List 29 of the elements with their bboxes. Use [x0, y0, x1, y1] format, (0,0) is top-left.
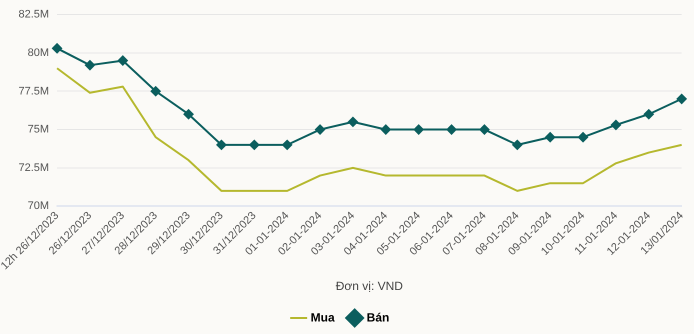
- point: [150, 86, 161, 96]
- point: [578, 132, 588, 142]
- point: [446, 124, 457, 135]
- y-tick-label: 77.5M: [18, 85, 50, 98]
- y-tick-label: 70M: [28, 200, 50, 212]
- point: [52, 43, 62, 54]
- point: [676, 94, 687, 104]
- y-tick-label: 80M: [28, 46, 50, 59]
- point: [216, 140, 226, 150]
- point: [315, 124, 326, 135]
- point: [380, 124, 391, 135]
- point: [84, 60, 95, 70]
- point: [184, 109, 194, 120]
- point: [610, 120, 621, 130]
- legend-label: Bán: [366, 310, 390, 324]
- x-axis-title: Đơn vị: VND: [336, 279, 404, 294]
- point: [545, 132, 556, 142]
- point: [282, 140, 292, 150]
- y-tick-label: 72.5M: [18, 162, 50, 174]
- point: [249, 140, 260, 150]
- point: [479, 124, 490, 135]
- point: [644, 109, 654, 120]
- legend-label: Mua: [310, 310, 335, 324]
- point: [348, 116, 358, 127]
- y-tick-label: 75M: [28, 124, 50, 136]
- point: [512, 140, 522, 150]
- y-tick-label: 82.5M: [18, 8, 50, 21]
- point: [414, 124, 424, 135]
- point: [118, 56, 128, 66]
